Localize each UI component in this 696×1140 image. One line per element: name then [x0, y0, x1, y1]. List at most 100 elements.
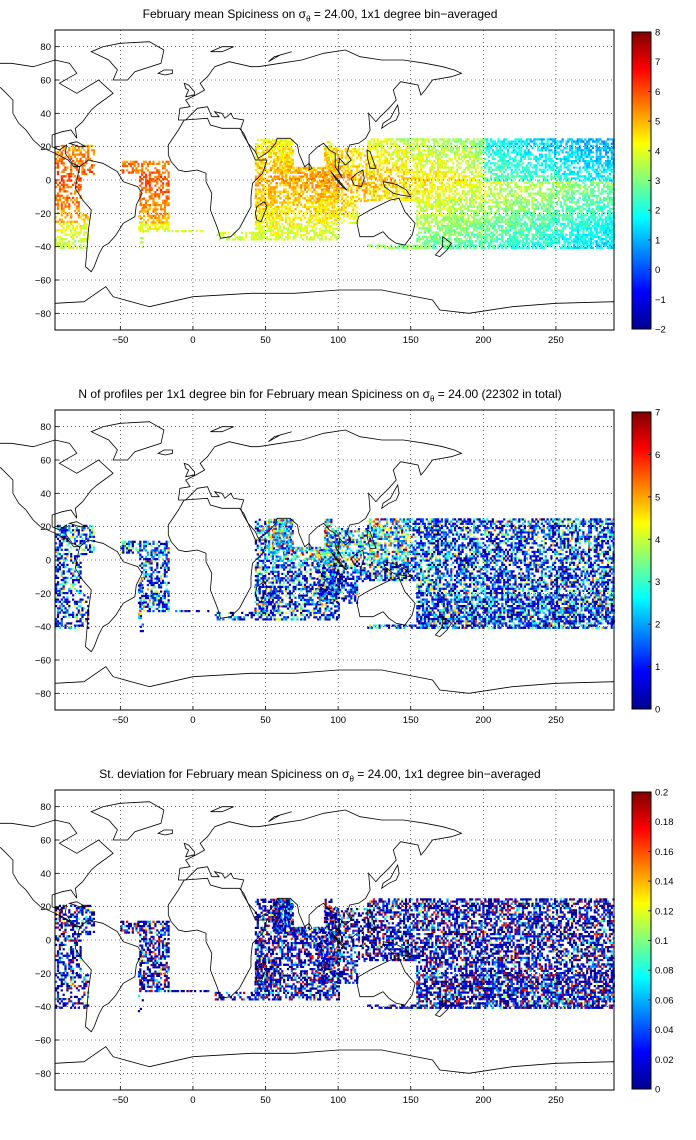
- data-cell: [66, 190, 69, 193]
- data-cell: [459, 240, 462, 243]
- data-cell: [369, 190, 372, 193]
- data-cell: [60, 225, 63, 228]
- data-cell: [316, 200, 319, 203]
- data-cell: [440, 190, 443, 193]
- data-cell: [463, 205, 466, 208]
- data-cell: [280, 152, 283, 155]
- data-cell: [403, 166, 406, 169]
- data-cell: [325, 195, 328, 198]
- data-cell: [292, 225, 295, 228]
- data-cell: [395, 149, 398, 152]
- data-cell: [404, 155, 408, 158]
- data-cell: [165, 197, 168, 200]
- data-cell: [167, 225, 170, 228]
- data-cell: [137, 226, 141, 229]
- data-cell: [87, 155, 90, 158]
- data-cell: [356, 156, 359, 159]
- data-cell: [467, 209, 470, 212]
- data-cell: [531, 166, 534, 169]
- data-cell: [512, 240, 515, 243]
- data-cell: [431, 149, 434, 152]
- data-cell: [420, 209, 423, 212]
- data-cell: [495, 218, 498, 221]
- data-cell: [525, 188, 528, 191]
- data-cell: [288, 208, 291, 211]
- data-cell: [337, 234, 340, 237]
- data-cell: [256, 205, 259, 208]
- data-cell: [300, 190, 303, 193]
- data-cell: [493, 140, 496, 143]
- data-cell: [271, 143, 274, 146]
- data-cell: [309, 201, 312, 204]
- data-cell: [327, 189, 330, 192]
- data-cell: [429, 168, 432, 171]
- data-cell: [440, 151, 443, 154]
- data-cell: [304, 167, 308, 170]
- data-cell: [501, 149, 504, 152]
- data-cell: [486, 142, 489, 145]
- data-cell: [269, 210, 273, 213]
- data-cell: [493, 201, 496, 204]
- data-cell: [313, 175, 316, 178]
- data-cell: [446, 209, 449, 212]
- data-cell: [77, 186, 80, 189]
- data-cell: [262, 184, 265, 187]
- data-cell: [442, 240, 445, 243]
- data-cell: [452, 149, 455, 152]
- data-cell: [437, 205, 440, 208]
- data-cell: [144, 175, 148, 178]
- data-cell: [152, 201, 155, 204]
- data-cell: [421, 214, 425, 217]
- data-cell: [365, 191, 368, 194]
- data-cell: [305, 221, 308, 224]
- data-cell: [324, 164, 327, 167]
- data-cell: [410, 168, 413, 171]
- data-cell: [303, 234, 307, 237]
- data-cell: [416, 140, 419, 143]
- data-cell: [431, 164, 434, 167]
- data-cell: [350, 152, 353, 155]
- data-cell: [416, 218, 419, 221]
- data-cell: [416, 216, 419, 219]
- data-cell: [163, 212, 166, 215]
- data-cell: [472, 225, 476, 228]
- data-cell: [397, 160, 400, 163]
- data-cell: [457, 196, 460, 199]
- data-cell: [440, 170, 443, 173]
- data-cell: [163, 221, 166, 224]
- data-cell: [457, 181, 460, 184]
- data-cell: [163, 178, 166, 181]
- data-cell: [472, 192, 476, 195]
- data-cell: [322, 204, 325, 207]
- data-cell: [403, 177, 406, 180]
- data-cell: [167, 184, 170, 187]
- data-cell: [510, 179, 513, 182]
- data-cell: [420, 183, 423, 186]
- data-cell: [302, 234, 305, 237]
- data-cell: [340, 156, 344, 159]
- data-cell: [269, 234, 273, 237]
- data-cell: [540, 201, 543, 204]
- data-cell: [339, 176, 342, 179]
- data-cell: [472, 153, 476, 156]
- data-cell: [154, 167, 157, 170]
- data-cell: [326, 160, 329, 163]
- data-cell: [254, 175, 257, 178]
- data-cell: [497, 168, 500, 171]
- data-cell: [525, 240, 528, 243]
- data-cell: [425, 177, 428, 180]
- data-cell: [271, 197, 274, 200]
- data-cell: [486, 162, 489, 165]
- data-cell: [81, 144, 84, 147]
- data-cell: [408, 151, 411, 154]
- data-cell: [56, 194, 60, 197]
- data-cell: [359, 163, 362, 166]
- data-cell: [506, 192, 509, 195]
- data-cell: [469, 196, 472, 199]
- data-cell: [73, 231, 77, 234]
- data-cell: [527, 238, 530, 241]
- data-cell: [294, 186, 297, 189]
- data-cell: [342, 213, 345, 216]
- data-cell: [486, 179, 489, 182]
- data-cell: [326, 151, 329, 154]
